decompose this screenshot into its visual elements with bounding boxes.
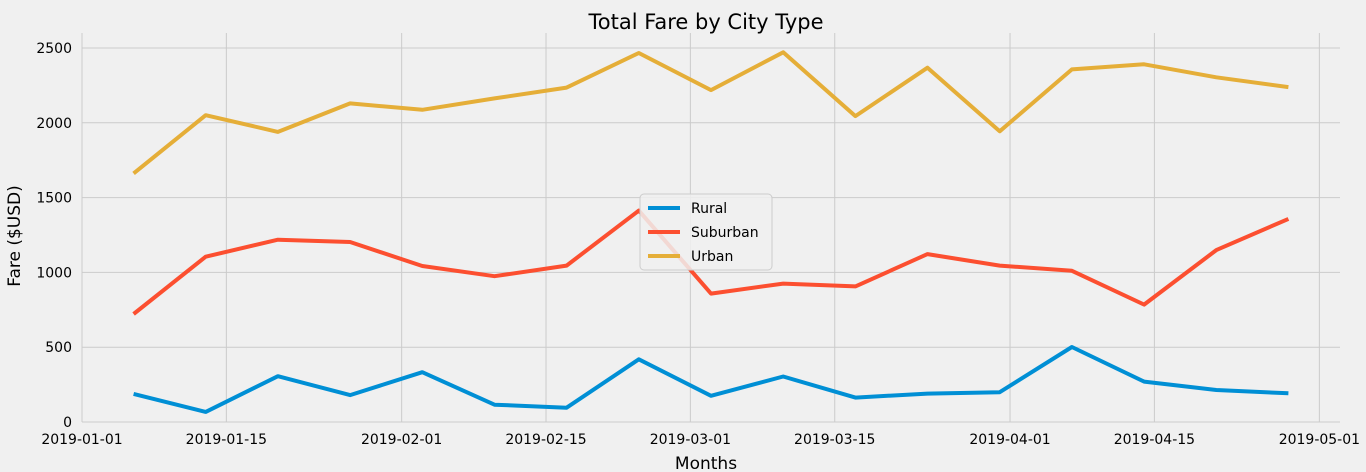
x-tick-label: 2019-03-01 [650,432,731,448]
series-line-suburban [132,208,1290,316]
x-tick-label: 2019-05-01 [1279,432,1360,448]
x-tick-label: 2019-04-15 [1114,432,1195,448]
y-axis-label: Fare ($USD) [5,185,25,287]
y-tick-label: 0 [63,415,72,431]
series-line-urban [132,50,1289,175]
x-tick-label: 2019-01-01 [41,432,122,448]
legend-label-rural: Rural [691,201,727,217]
y-tick-label: 1500 [36,191,72,207]
chart-title: Total Fare by City Type [587,10,823,34]
y-tick-label: 2500 [36,41,72,57]
y-tick-label: 500 [45,340,72,356]
series-line-rural [133,345,1289,414]
x-tick-label: 2019-04-01 [969,432,1050,448]
series-layer [132,50,1290,414]
legend-label-urban: Urban [691,249,733,265]
y-tick-label: 2000 [36,116,72,132]
legend-label-suburban: Suburban [691,225,759,241]
x-tick-label: 2019-03-15 [794,432,875,448]
x-tick-label: 2019-02-15 [505,432,586,448]
x-tick-label: 2019-02-01 [361,432,442,448]
x-tick-label: 2019-01-15 [186,432,267,448]
tick-labels: 0 500 1000 1500 2000 2500 2019-01-01 2019-01-15… [36,41,1360,448]
legend-box [639,193,773,271]
x-axis-label: Months [675,454,737,472]
legend: Rural Suburban Urban [639,193,773,271]
y-tick-label: 1000 [36,265,72,281]
